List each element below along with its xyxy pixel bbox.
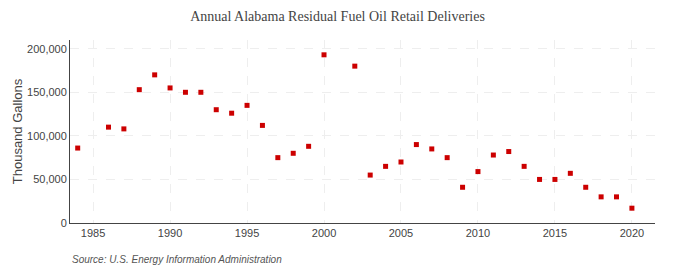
svg-text:100,000: 100,000 [27,130,67,142]
svg-text:2010: 2010 [466,227,490,239]
svg-text:2005: 2005 [389,227,413,239]
svg-text:Thousand Gallons: Thousand Gallons [10,78,25,184]
svg-text:1990: 1990 [158,227,182,239]
svg-text:2015: 2015 [543,227,567,239]
svg-text:1985: 1985 [81,227,105,239]
svg-text:Source: U.S. Energy Informatio: Source: U.S. Energy Information Administ… [72,254,282,265]
svg-text:1995: 1995 [235,227,259,239]
svg-text:Annual Alabama Residual Fuel O: Annual Alabama Residual Fuel Oil Retail … [190,9,485,24]
svg-text:2020: 2020 [620,227,644,239]
svg-text:150,000: 150,000 [27,86,67,98]
svg-text:50,000: 50,000 [33,173,67,185]
svg-text:200,000: 200,000 [27,43,67,55]
svg-text:0: 0 [61,217,67,229]
svg-text:2000: 2000 [312,227,336,239]
